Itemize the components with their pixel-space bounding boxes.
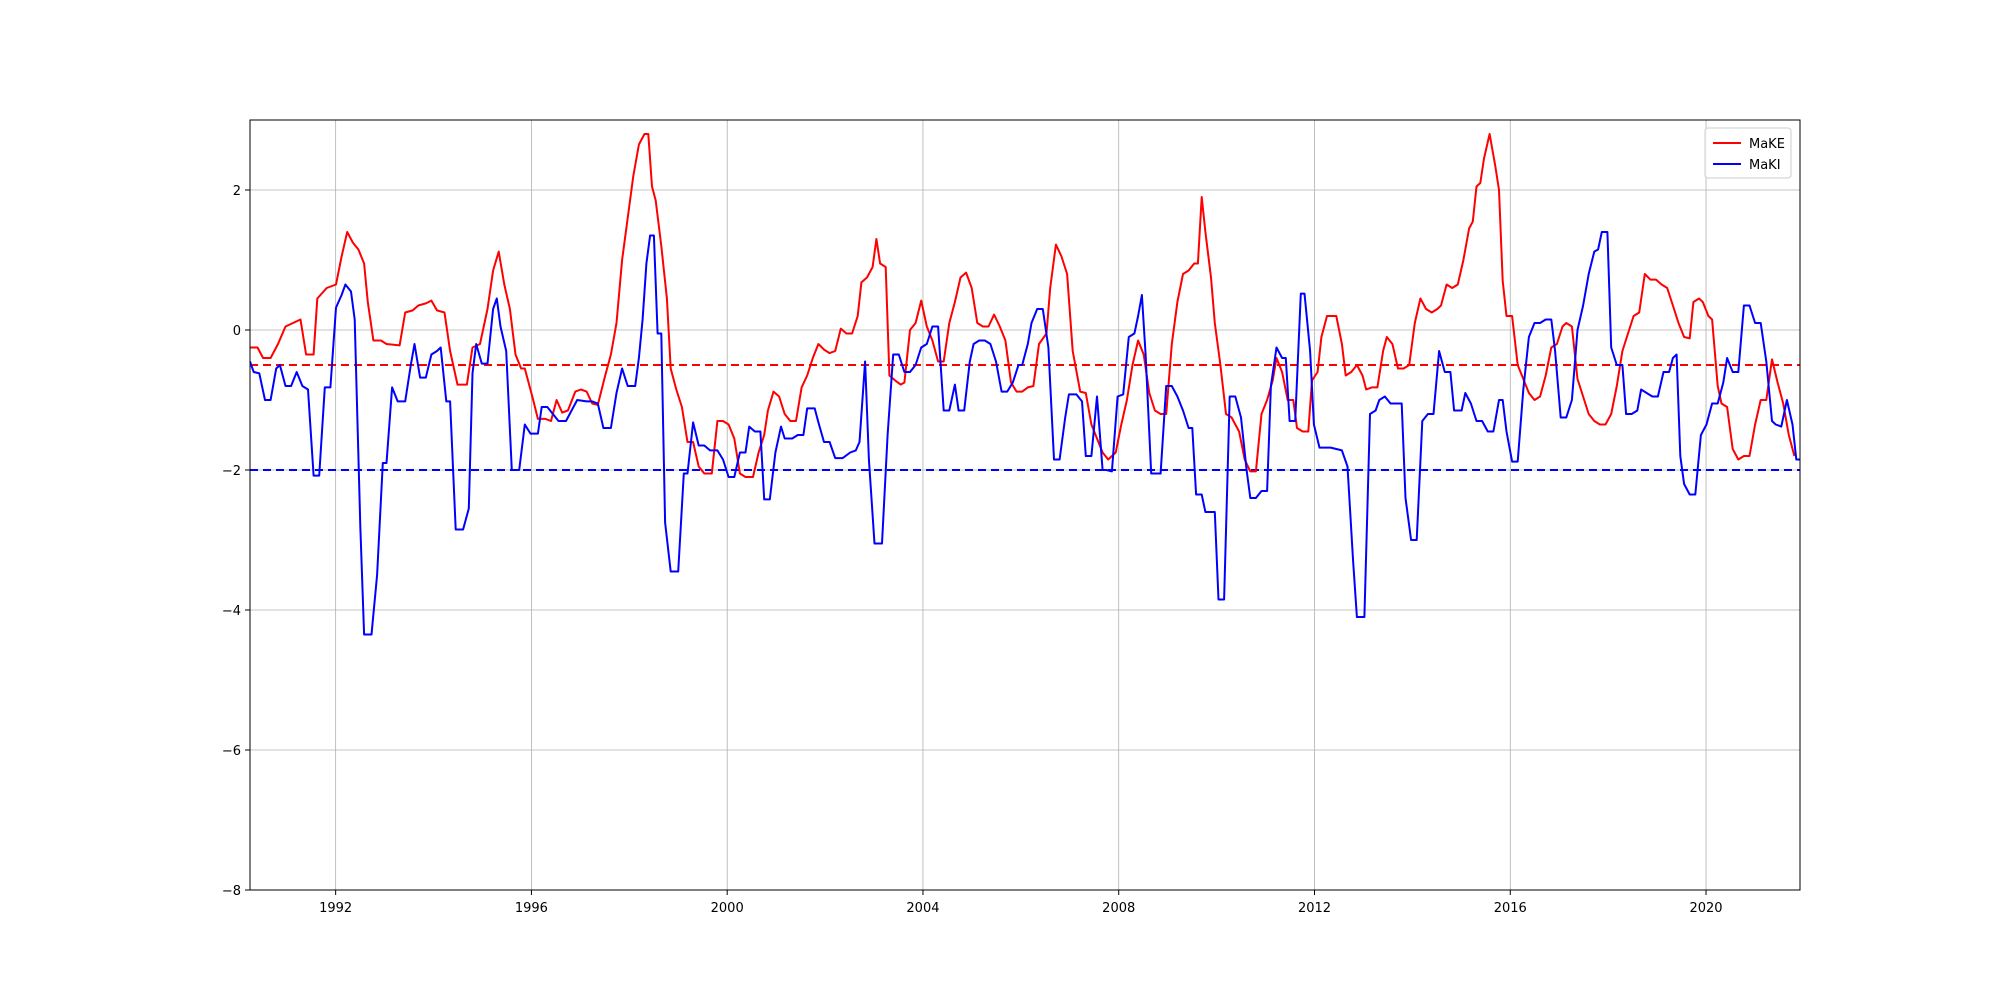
x-tick-label: 1996	[515, 901, 548, 916]
x-tick-label: 2020	[1689, 901, 1722, 916]
grid	[250, 120, 1800, 891]
plot-frame	[249, 119, 1801, 891]
x-tick-label: 2004	[906, 901, 939, 916]
y-tick-label: −6	[222, 744, 241, 759]
series-line-maki	[250, 231, 1800, 636]
legend: MaKE MaKI	[1704, 127, 1792, 179]
legend-label: MaKE	[1749, 137, 1785, 152]
y-tick-label: 0	[233, 324, 241, 339]
threshold-lines	[250, 364, 1800, 471]
x-tick-label: 2012	[1298, 901, 1331, 916]
y-axis: 2 0 −2 −4 −6 −8	[222, 184, 250, 899]
y-tick-label: −2	[222, 464, 241, 479]
x-tick-label: 1992	[319, 901, 352, 916]
x-tick-label: 2016	[1494, 901, 1527, 916]
legend-label: MaKI	[1749, 158, 1781, 173]
series-line-make	[250, 133, 1796, 478]
y-tick-label: −8	[222, 884, 241, 899]
y-tick-label: 2	[233, 184, 241, 199]
x-tick-label: 2000	[711, 901, 744, 916]
x-axis: 1992 1996 2000 2004 2008 2012 2016 2020	[319, 890, 1723, 916]
legend-box	[1704, 127, 1792, 179]
y-tick-label: −4	[222, 604, 241, 619]
series-lines	[250, 133, 1800, 636]
x-tick-label: 2008	[1102, 901, 1135, 916]
